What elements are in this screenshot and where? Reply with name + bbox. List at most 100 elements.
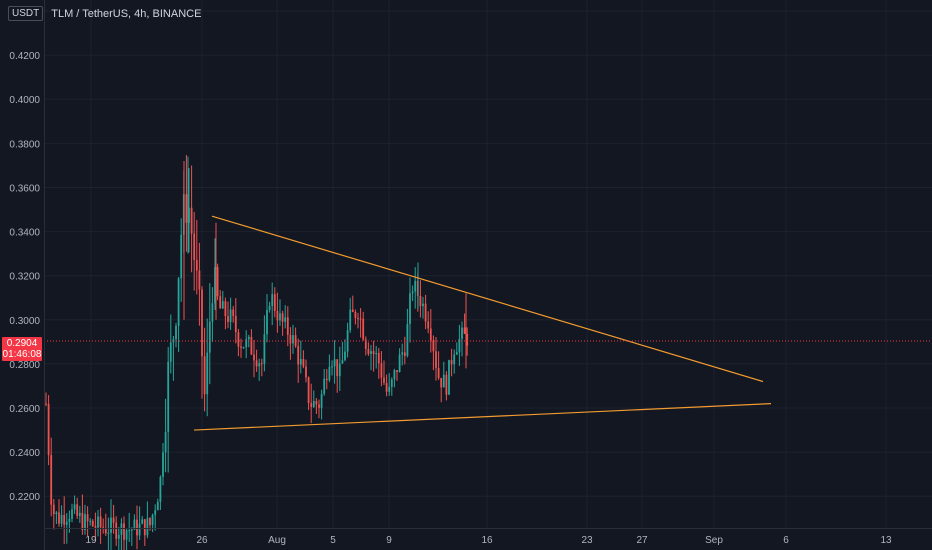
candle-body [429,328,432,341]
candle-body [294,335,297,347]
candle-body [50,455,53,505]
candle-body [362,318,365,340]
candle-body [141,519,144,524]
candle-body [390,379,393,387]
price-axis: 0.44000.42000.40000.38000.36000.34000.32… [9,0,45,550]
candle-body [86,514,89,522]
candle-body [185,194,188,223]
candle-body [203,356,206,395]
candle-body [325,378,328,381]
chart-grid [44,0,932,528]
candle-body [167,361,170,432]
chart-header: USDT TLM / TetherUS, 4h, BINANCE [8,6,201,21]
candle-body [133,519,136,530]
candle-body [52,504,55,515]
candle-body [289,334,292,344]
x-tick-label: 5 [330,535,336,546]
candle-body [406,324,409,356]
candle-body [110,517,112,533]
x-tick-label: Sep [705,535,723,546]
last-price-tag: 0.2904 01:46:08 [2,337,42,361]
candle-body [65,521,68,525]
candle-body [47,403,50,456]
last-price-value: 0.2904 [6,338,38,349]
x-tick-label: 6 [783,535,789,546]
candle-body [419,295,422,307]
candle-body [458,338,461,353]
candle-body [281,313,284,322]
candle-body [380,363,383,378]
candle-body [81,512,84,531]
y-tick-label: 0.4000 [9,95,40,106]
candle-body [279,313,281,321]
bar-countdown: 01:46:08 [2,349,42,360]
y-tick-label: 0.2400 [9,448,40,459]
candle-body [351,309,354,312]
candle-body [323,378,326,394]
candle-body [221,301,224,309]
x-tick-label: 16 [481,535,493,546]
candle-body [297,346,300,365]
candle-body [424,303,427,322]
candle-body [151,514,154,526]
candle-body [263,334,266,364]
candle-body [333,359,336,367]
candle-body [367,348,370,354]
candle-body [245,339,248,348]
candle-body [450,360,453,365]
candle-body [146,518,149,536]
y-tick-label: 0.3000 [9,316,40,327]
candle-body [162,452,164,477]
candle-body [315,401,318,405]
candle-body [177,278,180,326]
candle-body [68,518,71,522]
candle-body [328,366,331,381]
candle-body [403,352,406,356]
upper-trendline [211,215,764,383]
y-tick-label: 0.3800 [9,139,40,150]
candle-body [201,289,203,357]
candle-body [78,512,81,516]
candle-body [377,353,380,364]
candle-body [341,360,344,364]
candle-body [104,528,107,534]
candle-body [359,318,362,320]
candle-body [89,520,92,522]
candle-body [224,301,227,317]
symbol-title: TLM / TetherUS, 4h, BINANCE [51,7,202,20]
candle-body [338,363,341,377]
y-tick-label: 0.3200 [9,272,40,283]
candle-body [409,293,411,325]
candle-body [307,377,310,404]
candle-body [299,359,302,365]
candle-body [125,530,128,540]
candle-body [312,401,315,407]
candle-body [393,370,396,380]
candle-body [253,354,255,361]
candle-body [466,333,469,346]
candle-body [94,526,97,528]
candle-body [271,294,274,306]
candle-body [357,317,359,319]
candle-body [73,504,76,510]
x-tick-label: 27 [636,535,648,546]
candle-body [437,367,440,379]
candle-body [370,351,372,354]
candle-body [123,523,125,540]
unit-badge[interactable]: USDT [8,6,44,21]
candle-body [71,509,73,519]
x-tick-label: 13 [880,535,892,546]
lower-trendline [193,403,772,431]
candle-body [117,534,120,539]
candle-body [305,366,307,378]
candle-body [336,359,339,377]
candle-body [45,403,47,405]
candle-body [120,523,123,535]
y-tick-label: 0.3600 [9,183,40,194]
candle-body [422,303,424,307]
candle-body [247,336,250,340]
candle-body [154,510,157,515]
candle-body [55,512,58,515]
candle-body [401,352,404,355]
